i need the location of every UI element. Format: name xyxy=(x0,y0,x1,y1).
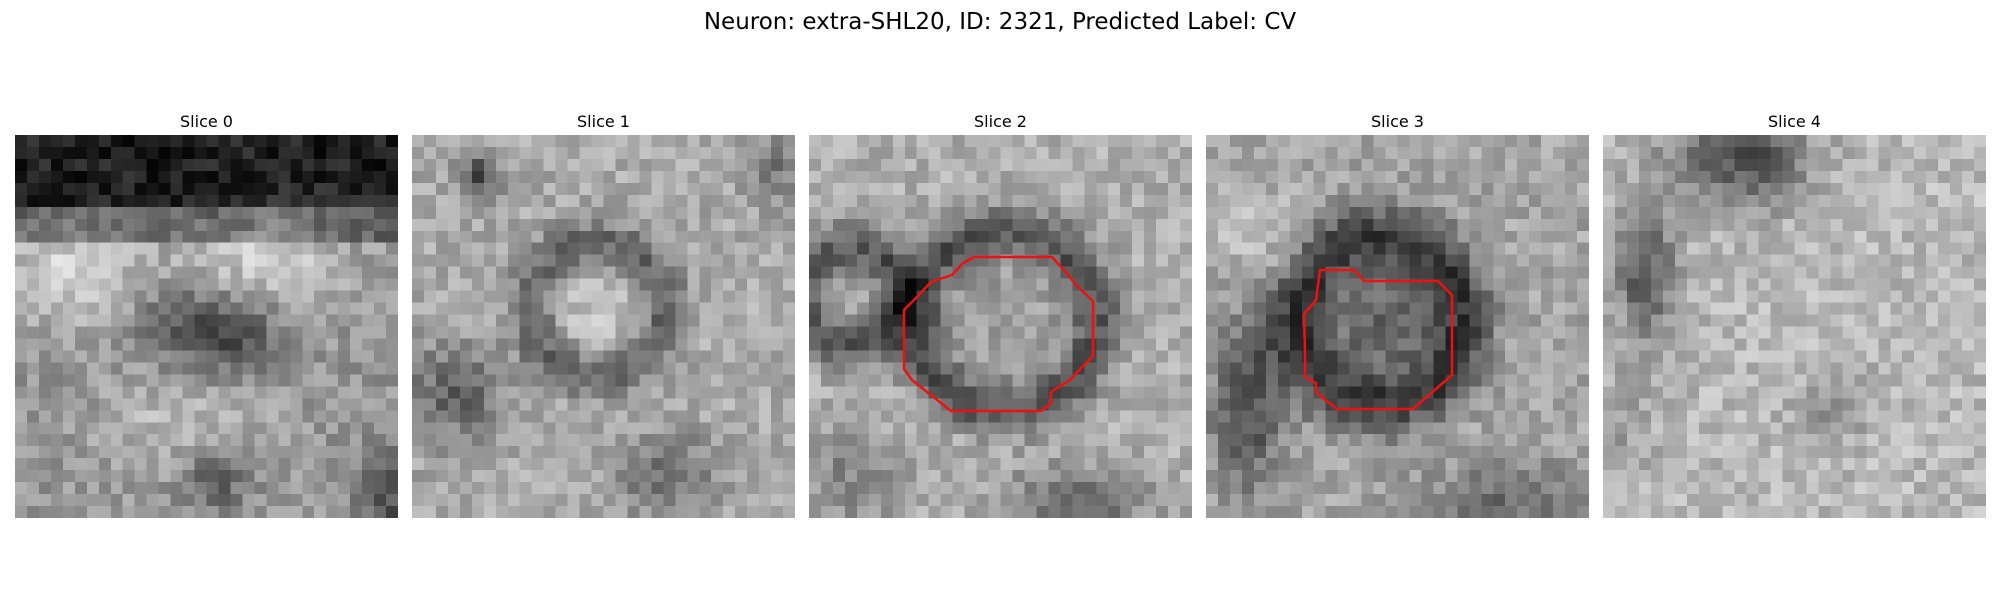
slice-image-3 xyxy=(1206,135,1589,518)
slice-panel-0: Slice 0 xyxy=(15,110,398,518)
slice-panel-4: Slice 4 xyxy=(1603,110,1986,518)
slice-title: Slice 3 xyxy=(1371,112,1424,131)
slice-image-2 xyxy=(809,135,1192,518)
slice-panel-3: Slice 3 xyxy=(1206,110,1589,518)
slice-title: Slice 4 xyxy=(1768,112,1821,131)
slice-title: Slice 0 xyxy=(180,112,233,131)
slice-title: Slice 2 xyxy=(974,112,1027,131)
slice-panel-1: Slice 1 xyxy=(412,110,795,518)
slice-image-4 xyxy=(1603,135,1986,518)
figure-title: Neuron: extra-SHL20, ID: 2321, Predicted… xyxy=(703,9,1297,35)
slice-title: Slice 1 xyxy=(577,112,630,131)
slice-image-1 xyxy=(412,135,795,518)
slice-panel-2: Slice 2 xyxy=(809,110,1192,518)
slice-image-0 xyxy=(15,135,398,518)
